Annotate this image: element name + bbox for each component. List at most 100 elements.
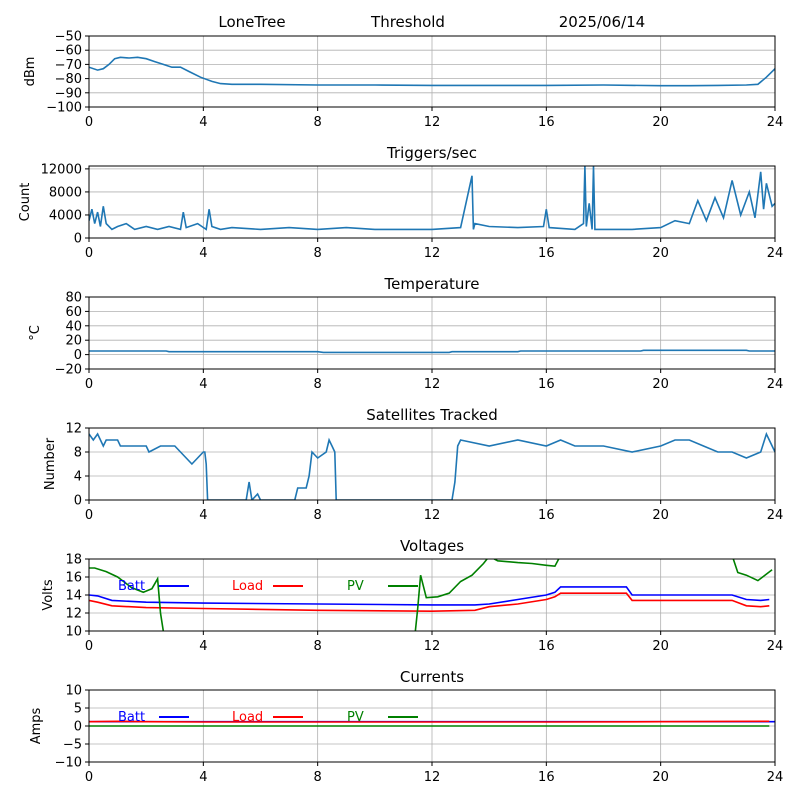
header-site: LoneTree	[218, 13, 285, 31]
y-tick-label: 40	[65, 319, 82, 334]
x-tick-label: 4	[199, 115, 207, 130]
y-tick-label: 8	[74, 446, 82, 461]
x-tick-label: 4	[199, 377, 207, 392]
x-tick-label: 8	[314, 508, 322, 523]
y-tick-label: 16	[65, 571, 82, 586]
chart-voltages: 0 4 8 12 16 20 24 10 12 14 16 18 Voltages Volts Batt Lo…	[41, 537, 783, 654]
y-tick-label: 5	[74, 702, 82, 717]
y-tick-label: 12	[65, 422, 82, 437]
x-tick-label: 8	[314, 639, 322, 654]
chart-title: Voltages	[400, 537, 464, 555]
x-tick-label: 24	[767, 246, 784, 261]
chart-currents: 0 4 8 12 16 20 24 −10 −5 0 5 10 Currents Amps Batt Load…	[29, 668, 783, 785]
x-tick-label: 0	[85, 246, 93, 261]
y-tick-label: 4000	[49, 208, 82, 223]
x-tick-label: 16	[538, 115, 555, 130]
x-tick-label: 4	[199, 770, 207, 785]
chart-title: Temperature	[383, 275, 479, 293]
x-tick-label: 8	[314, 770, 322, 785]
y-tick-label: 60	[65, 305, 82, 320]
y-tick-label: 18	[65, 553, 82, 568]
y-tick-label: 0	[74, 348, 82, 363]
x-tick-label: 0	[85, 770, 93, 785]
y-axis-label: Amps	[29, 707, 44, 744]
x-tick-label: 16	[538, 377, 555, 392]
y-axis-label: Count	[18, 183, 33, 222]
header-date: 2025/06/14	[559, 13, 645, 31]
legend-label-pv: PV	[347, 710, 364, 725]
y-axis-label: °C	[28, 325, 43, 341]
y-tick-label: −10	[55, 756, 82, 771]
x-tick-label: 12	[424, 639, 441, 654]
legend-label-load: Load	[232, 710, 263, 725]
y-tick-label: 12	[65, 607, 82, 622]
series-line	[89, 349, 775, 354]
y-tick-label: 80	[65, 291, 82, 306]
x-tick-label: 4	[199, 639, 207, 654]
x-tick-label: 20	[652, 115, 669, 130]
y-tick-label: 10	[65, 684, 82, 699]
y-tick-label: 10	[65, 625, 82, 640]
chart-title: Currents	[400, 668, 464, 686]
chart-triggers: 0 4 8 12 16 20 24 0 4000 8000 12000 Triggers/sec Cou…	[18, 144, 783, 261]
x-tick-label: 24	[767, 639, 784, 654]
chart-title: Triggers/sec	[386, 144, 477, 162]
legend-label-load: Load	[232, 579, 263, 594]
x-tick-label: 24	[767, 377, 784, 392]
x-tick-label: 8	[314, 377, 322, 392]
y-tick-label: −80	[55, 72, 82, 87]
x-tick-label: 20	[652, 508, 669, 523]
x-tick-label: 16	[538, 508, 555, 523]
x-tick-label: 0	[85, 377, 93, 392]
x-tick-label: 4	[199, 246, 207, 261]
y-tick-label: −50	[55, 30, 82, 45]
x-tick-label: 12	[424, 377, 441, 392]
x-tick-label: 12	[424, 246, 441, 261]
y-tick-label: −5	[63, 738, 82, 753]
series-line	[89, 166, 775, 231]
legend-label-batt: Batt	[118, 710, 145, 725]
x-tick-label: 20	[652, 246, 669, 261]
y-tick-label: 14	[65, 589, 82, 604]
y-tick-label: 20	[65, 334, 82, 349]
y-tick-label: 0	[74, 232, 82, 247]
x-tick-label: 20	[652, 770, 669, 785]
y-axis-label: Number	[43, 437, 58, 490]
y-tick-label: −90	[55, 86, 82, 101]
x-tick-label: 16	[538, 770, 555, 785]
chart-satellites: 0 4 8 12 16 20 24 0 4 8 12 Satellites Tracked Number	[43, 406, 783, 523]
series-line-load	[89, 720, 770, 723]
x-tick-label: 16	[538, 246, 555, 261]
y-tick-label: 0	[74, 494, 82, 509]
x-tick-label: 24	[767, 115, 784, 130]
x-tick-label: 8	[314, 115, 322, 130]
x-tick-label: 20	[652, 377, 669, 392]
y-tick-label: 12000	[41, 162, 82, 177]
x-tick-label: 0	[85, 639, 93, 654]
x-tick-label: 0	[85, 115, 93, 130]
y-tick-label: 8000	[49, 185, 82, 200]
y-tick-label: −70	[55, 58, 82, 73]
series-line	[89, 56, 775, 87]
x-tick-label: 12	[424, 508, 441, 523]
x-tick-label: 20	[652, 639, 669, 654]
y-tick-label: 0	[74, 720, 82, 735]
x-tick-label: 24	[767, 508, 784, 523]
legend-label-pv: PV	[347, 579, 364, 594]
x-tick-label: 0	[85, 508, 93, 523]
x-tick-label: 8	[314, 246, 322, 261]
series-line-load	[89, 592, 770, 613]
legend-label-batt: Batt	[118, 579, 145, 594]
y-tick-label: −60	[55, 44, 82, 59]
chart-dbm: 0 4 8 12 16 20 24 −100−90−80−70−60−50 dBm	[23, 30, 783, 131]
series-line-pv	[89, 559, 773, 631]
series-line	[89, 431, 775, 500]
x-tick-label: 4	[199, 508, 207, 523]
chart-title: Satellites Tracked	[366, 406, 497, 424]
x-tick-label: 16	[538, 639, 555, 654]
y-tick-label: 4	[74, 470, 82, 485]
x-tick-label: 12	[424, 770, 441, 785]
